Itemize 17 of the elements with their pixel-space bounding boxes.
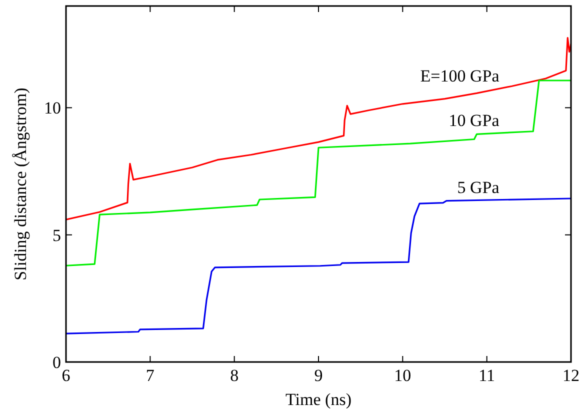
x-tick-label: 6: [62, 366, 70, 385]
x-tick-label: 11: [478, 366, 496, 385]
x-tick-label: 7: [146, 366, 155, 385]
x-axis-title: Time (ns): [286, 390, 352, 409]
line-series: [66, 36, 571, 220]
line-series: [66, 198, 571, 334]
y-tick-label: 10: [44, 98, 61, 118]
series-label: 5 GPa: [457, 178, 500, 197]
series-label: E=100 GPa: [420, 66, 500, 86]
y-axis-title: Sliding distance (Ångstrom): [11, 88, 30, 280]
y-tick-label: 5: [52, 226, 61, 245]
x-tick-label: 12: [562, 366, 580, 385]
x-tick-label: 9: [314, 366, 323, 385]
x-tick-label: 8: [230, 366, 239, 385]
y-tick-label: 0: [52, 352, 61, 372]
series-label: 10 GPa: [448, 111, 500, 130]
x-tick-label: 10: [394, 366, 412, 385]
